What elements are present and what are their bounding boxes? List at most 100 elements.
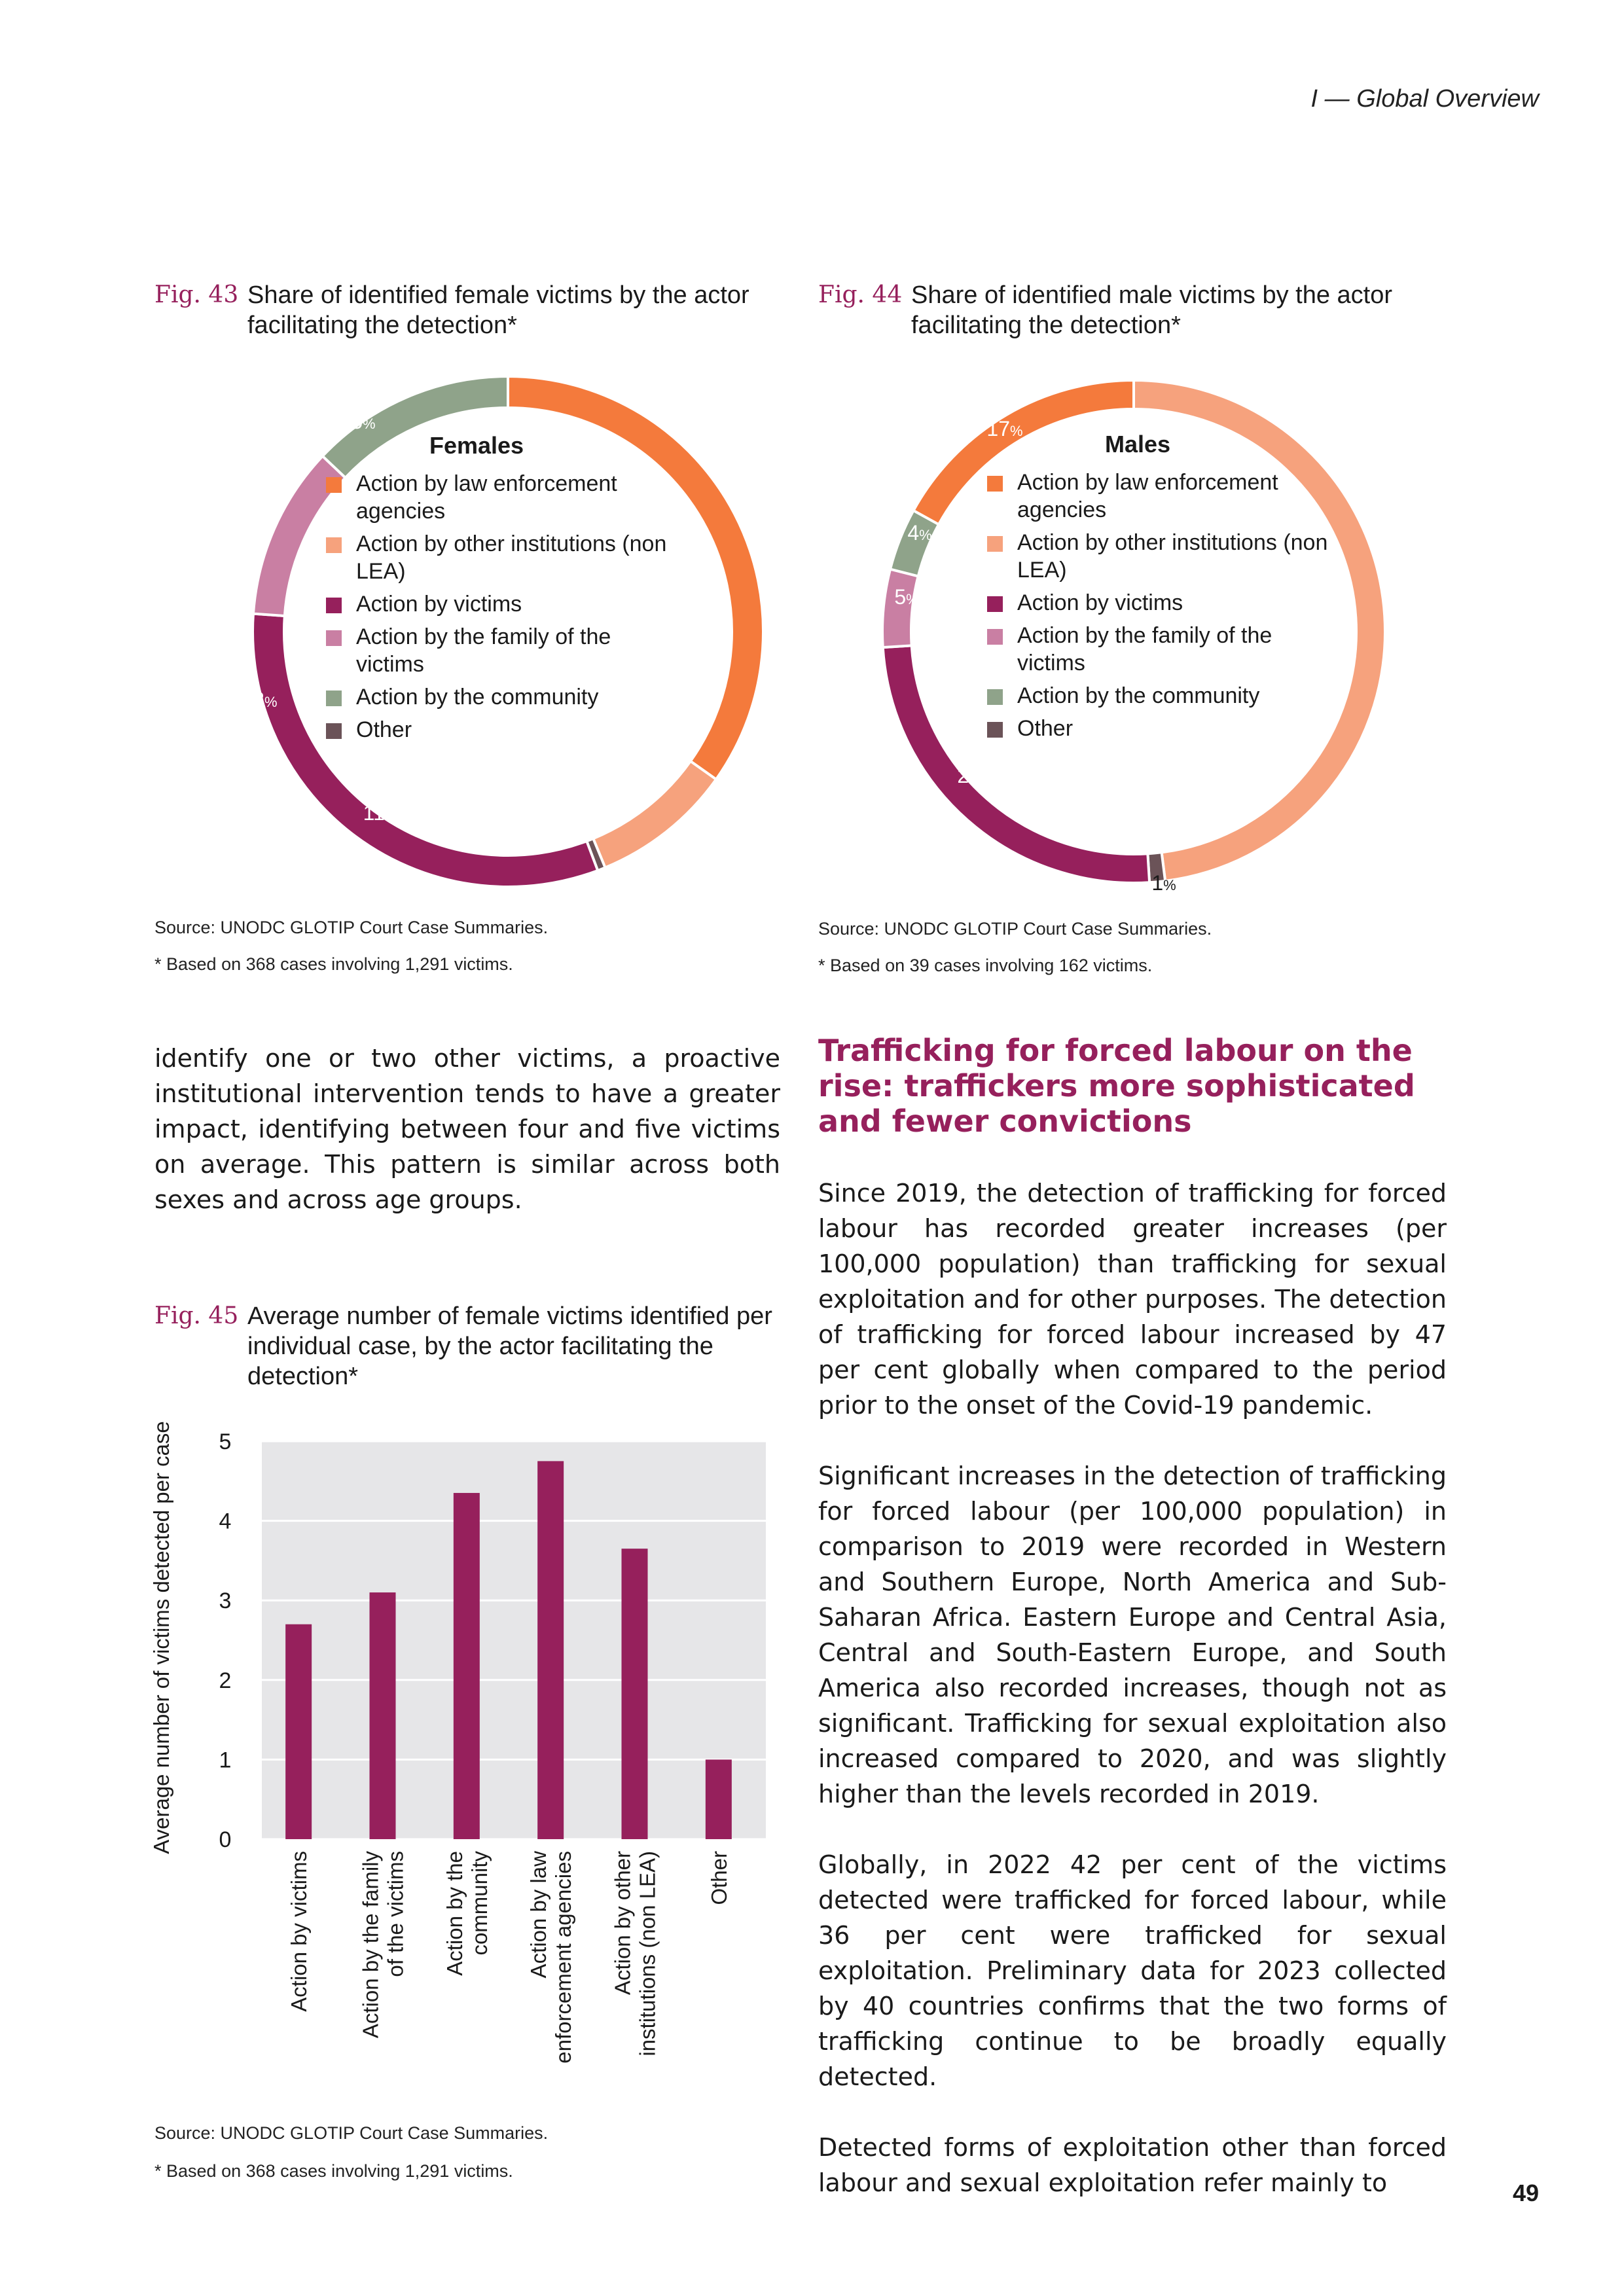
fig44-legend-label: Action by other institutions (non LEA): [1017, 530, 1328, 583]
fig44-unit-label: %: [919, 527, 932, 543]
fig43-unit-label: %: [385, 807, 398, 823]
fig45-title: Average number of female victims identif…: [247, 1302, 772, 1390]
fig43-legend-swatch: [326, 477, 342, 493]
page-number: 49: [1512, 2179, 1539, 2206]
right-paragraph-1: Since 2019, the detection of trafficking…: [818, 1179, 1447, 1420]
right-paragraph-4: Detected forms of exploitation other tha…: [818, 2133, 1447, 2197]
fig43-note: * Based on 368 cases involving 1,291 vic…: [154, 954, 513, 974]
fig45-x-tick-label-action-by-other-institutions-non-lea: Action by other institutions (non LEA): [611, 1851, 660, 2056]
fig45-x-tick-label-line: institutions (non LEA): [636, 1851, 660, 2056]
fig45-x-tick-label-action-by-victims: Action by victims: [287, 1851, 311, 2012]
fig44-legend-title: Males: [1104, 431, 1171, 457]
fig45-bar-other: [705, 1759, 732, 1839]
fig44-legend-swatch: [987, 596, 1003, 612]
fig44-slice-action-by-law-enforcement-agencies: [911, 378, 1135, 526]
fig43-unit-label: %: [655, 468, 668, 484]
fig45-x-tick-label-line: Other: [707, 1851, 731, 1905]
running-header: I — Global Overview: [1310, 85, 1539, 113]
fig45-x-tick-label-line: Action by victims: [287, 1851, 311, 2012]
fig44-legend-swatch: [987, 536, 1003, 552]
fig44-title: Share of identified male victims by the …: [911, 281, 1393, 339]
fig45-x-tick-label-line: Action by other: [611, 1851, 635, 1995]
fig45-x-tick-label-action-by-the-community: Action by the community: [442, 1851, 492, 1976]
fig44-value-label-action-by-law-enforcement-agencies: 17%: [986, 417, 1022, 440]
fig44-legend: Males Action by law enforcement agencies…: [987, 431, 1354, 771]
fig43-unit-label: %: [264, 694, 278, 710]
fig43-slice-action-by-the-community: [320, 374, 509, 480]
fig44-legend-label: Action by the family of the victims: [1017, 623, 1272, 675]
fig45-y-tick-label: 1: [219, 1748, 232, 1772]
fig45-x-tick-label-line: community: [467, 1851, 492, 1956]
fig44-legend-swatch: [987, 629, 1003, 645]
fig45-x-tick-label-line: Action by the family: [359, 1851, 383, 2039]
fig45-x-tick-label-line: Action by the: [442, 1851, 467, 1976]
fig45-bar-action-by-victims: [285, 1624, 312, 1839]
fig45-x-tick-label-line: enforcement agencies: [551, 1851, 575, 2064]
fig43-source: Source: UNODC GLOTIP Court Case Summarie…: [154, 918, 549, 937]
fig43-legend-label: Action by law enforcement agencies: [356, 471, 617, 524]
fig45-note: * Based on 368 cases involving 1,291 vic…: [154, 2161, 513, 2181]
fig44-unit-label: %: [1413, 594, 1426, 611]
fig43-heading: Fig. 43 Share of identified female victi…: [154, 280, 809, 346]
fig43-legend-label: Action by the family of the victims: [356, 624, 611, 677]
fig44-unit-label: %: [906, 591, 919, 607]
fig44-legend-label: Action by law enforcement agencies: [1017, 470, 1278, 522]
fig43-legend-swatch: [326, 691, 342, 706]
section-heading: Trafficking for forced labour on the ris…: [818, 1033, 1415, 1139]
fig43-legend-swatch: [326, 537, 342, 553]
fig44-legend-label: Action by victims: [1017, 590, 1183, 615]
fig45-bar-action-by-other-institutions-non-lea: [621, 1549, 648, 1839]
fig45-x-tick-label-other: Other: [707, 1851, 731, 1905]
fig44-note: * Based on 39 cases involving 162 victim…: [818, 956, 1153, 975]
fig43-unit-label: %: [363, 416, 376, 432]
fig43-unit-label: %: [667, 736, 680, 752]
fig43-donut-chart: 35%9%32%11%13%: [241, 374, 765, 888]
fig45-bar-action-by-the-family-of-the-victims: [369, 1592, 396, 1839]
fig45-y-tick-label: 0: [219, 1827, 232, 1852]
fig45-plot-area: [262, 1441, 766, 1839]
fig45-x-tick-label-line: of the victims: [384, 1851, 408, 1977]
fig45-y-tick-label: 2: [219, 1668, 232, 1693]
fig44-donut-chart: 48%1%25%5%4%17%: [881, 378, 1426, 895]
fig45-bar-action-by-the-community: [453, 1493, 480, 1839]
fig43-value-label-action-by-victims: 32%: [643, 730, 679, 753]
fig44-unit-label: %: [1163, 877, 1176, 893]
fig44-unit-label: %: [981, 770, 994, 786]
fig45-y-axis-label: Average number of victims detected per c…: [149, 1421, 173, 1854]
right-paragraph-2: Significant increases in the detection o…: [818, 1462, 1447, 1808]
fig43-legend-swatch: [326, 598, 342, 613]
fig44-legend-label: Action by the community: [1017, 683, 1260, 708]
fig45-y-tick-label: 4: [219, 1509, 232, 1534]
fig45-bar-chart: 0 1 2 3 4 5 Action by victims Action by the fam…: [149, 1421, 766, 2064]
fig43-title: Share of identified female victims by th…: [247, 281, 749, 339]
fig44-legend-swatch: [987, 476, 1003, 492]
fig44-heading: Fig. 44 Share of identified male victims…: [818, 280, 1473, 346]
fig43-legend-title: Females: [429, 432, 524, 459]
fig44-source: Source: UNODC GLOTIP Court Case Summarie…: [818, 919, 1212, 939]
fig44-legend-swatch: [987, 689, 1003, 705]
fig43-slice-action-by-other-institutions-non-lea: [591, 759, 718, 870]
fig43-legend-label: Action by other institutions (non LEA): [356, 531, 667, 584]
fig45-source: Source: UNODC GLOTIP Court Case Summarie…: [154, 2123, 549, 2143]
fig43-number: Fig. 43: [154, 281, 239, 308]
fig44-legend-swatch: [987, 722, 1003, 738]
fig43-legend-swatch: [326, 630, 342, 646]
right-paragraph-3: Globally, in 2022 42 per cent of the vic…: [818, 1850, 1447, 2091]
fig45-x-tick-label-action-by-law-enforcement-agencies: Action by law enforcement agencies: [526, 1851, 575, 2064]
fig45-x-tick-label-line: Action by law: [526, 1851, 550, 1979]
fig45-heading: Fig. 45 Average number of female victims…: [154, 1301, 809, 1399]
fig43-legend: Females Action by law enforcement agenci…: [326, 432, 693, 772]
fig43-value-label-action-by-law-enforcement-agencies: 35%: [339, 410, 375, 433]
fig43-legend-swatch: [326, 723, 342, 739]
fig43-legend-label: Other: [356, 717, 412, 742]
fig44-value-label-action-by-other-institutions-non-lea: 48%: [1389, 588, 1425, 612]
fig43-legend-label: Action by the community: [356, 685, 599, 709]
left-paragraph: identify one or two other victims, a pro…: [154, 1044, 780, 1214]
fig45-y-tick-label: 5: [219, 1429, 232, 1454]
fig43-legend-label: Action by victims: [356, 592, 522, 617]
fig45-x-tick-label-action-by-the-family-of-the-victims: Action by the family of the victims: [359, 1851, 408, 2039]
right-column: Trafficking for forced labour on the ris…: [818, 1033, 1447, 2200]
fig44-legend-label: Other: [1017, 716, 1074, 741]
fig45-bar-action-by-law-enforcement-agencies: [537, 1461, 564, 1839]
fig45-y-tick-label: 3: [219, 1588, 232, 1613]
